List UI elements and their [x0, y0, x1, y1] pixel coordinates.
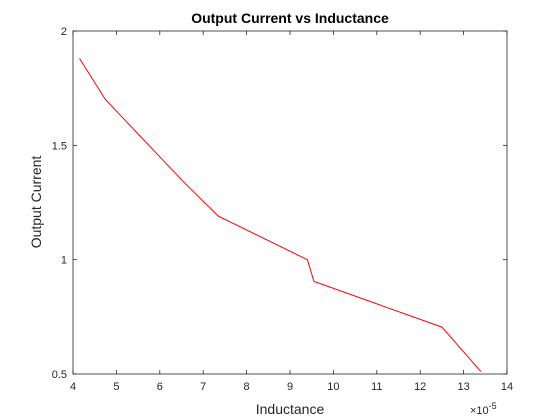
- y-axis-label: Output Current: [28, 156, 44, 249]
- y-tick-label: 1.5: [52, 140, 67, 152]
- chart-title: Output Current vs Inductance: [191, 10, 389, 26]
- y-tick-label: 2: [61, 26, 67, 38]
- x-tick-label: 14: [501, 381, 513, 393]
- x-tick-label: 10: [327, 381, 339, 393]
- y-tick-label: 1: [61, 255, 67, 267]
- x-tick-label: 9: [287, 381, 293, 393]
- x-tick-label: 11: [371, 381, 382, 393]
- x-tick-label: 7: [200, 381, 206, 393]
- x-tick-label: 13: [457, 381, 469, 393]
- x-tick-label: 5: [113, 381, 119, 393]
- plot-area-background: [73, 31, 507, 374]
- y-tick-label: 0.5: [52, 369, 67, 381]
- x-axis-label: Inductance: [256, 401, 325, 417]
- x-tick-label: 4: [70, 381, 76, 393]
- x-axis-exponent-base: ×10: [470, 405, 489, 417]
- x-tick-label: 12: [414, 381, 426, 393]
- x-tick-label: 6: [157, 381, 163, 393]
- x-tick-label: 8: [244, 381, 250, 393]
- x-axis-exponent: ×10-5: [470, 401, 497, 417]
- x-axis-exponent-power: -5: [489, 401, 497, 411]
